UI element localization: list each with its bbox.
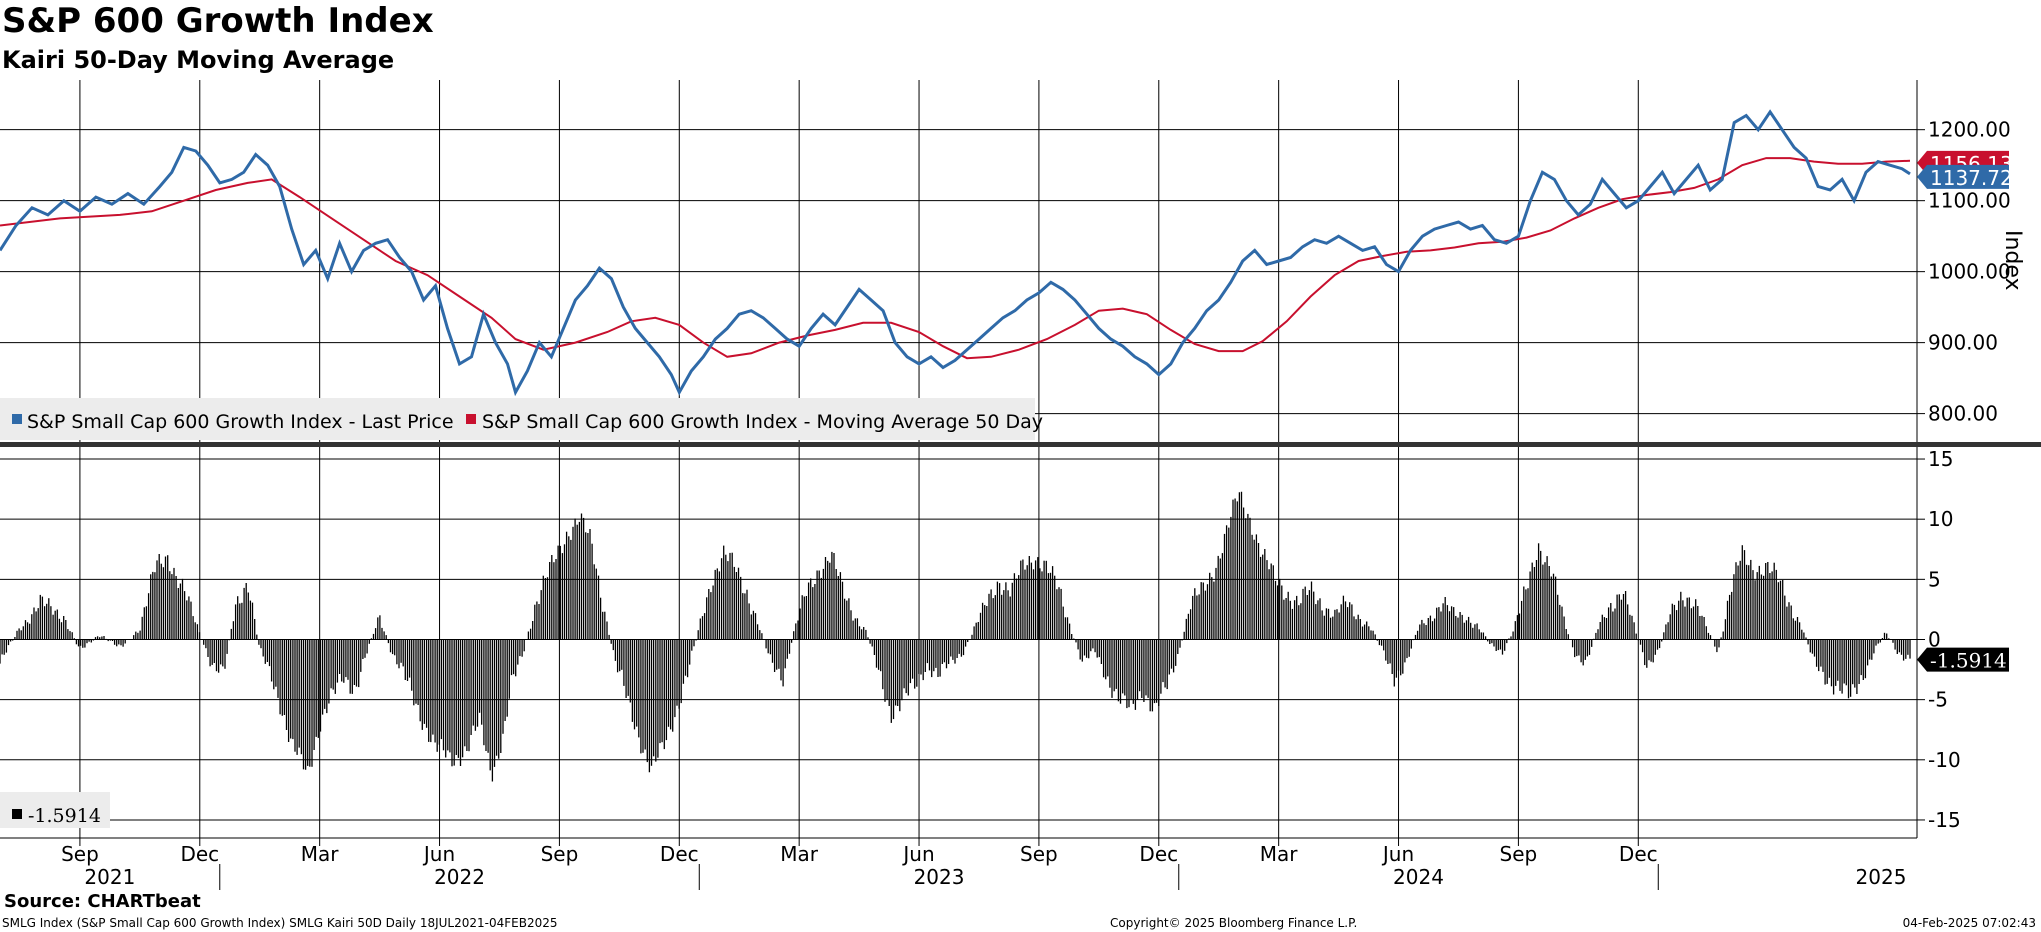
- source-note: Source: CHARTbeat: [4, 891, 201, 912]
- x-tick-label-9: Dec: [1139, 842, 1178, 866]
- kairi-panel-grid: [0, 447, 1917, 838]
- kairi-bars: [0, 491, 1911, 782]
- legend-label-kairi: -1.5914: [28, 805, 101, 827]
- kairi-y-ticks: -15 -10 -5 0 5 10 15: [1917, 447, 1961, 832]
- x-tick-label-8: Sep: [1020, 842, 1058, 866]
- timestamp: 04-Feb-2025 07:02:43: [1903, 916, 2036, 930]
- last-value-tag-1: [1917, 164, 2009, 189]
- last-price-line: [0, 109, 1911, 397]
- kairi-ytick-label-3: 0: [1928, 627, 1941, 651]
- price-ytick-label-4: 1200.00: [1928, 118, 2011, 142]
- price-ytick-label-2: 1000.00: [1928, 260, 2011, 284]
- legend-label-ma: S&P Small Cap 600 Growth Index - Moving …: [482, 411, 1043, 433]
- price-legend-bg: [0, 398, 1035, 440]
- kairi-ytick-label-0: -15: [1928, 808, 1961, 832]
- chart-subtitle: Kairi 50-Day Moving Average: [2, 46, 394, 74]
- x-tick-label-1: Dec: [180, 842, 219, 866]
- panel-divider: [0, 442, 2041, 447]
- last-value-label-2: -1.5914: [1917, 647, 2009, 673]
- price-ytick-label-1: 900.00: [1928, 331, 1998, 355]
- price-y-ticks: 800.00 900.00 1000.00 1100.00 1200.00: [1917, 118, 2011, 426]
- legend-swatch-ma: [466, 414, 476, 424]
- last-value-tag-2: [1917, 647, 2009, 672]
- x-tick-label-11: Jun: [1381, 842, 1414, 866]
- legend-swatch-price: [12, 414, 22, 424]
- x-axis-ticks: Sep Dec Mar Jun Sep Dec Mar Jun Sep Dec Mar Jun Sep D…: [61, 838, 1906, 890]
- kairi-ytick-label-1: -10: [1928, 748, 1961, 772]
- x-tick-label-0: Sep: [61, 842, 99, 866]
- x-year-label-4: 2025: [1856, 865, 1907, 889]
- x-year-label-0: 2021: [84, 865, 135, 889]
- moving-average-line: [0, 157, 1911, 360]
- price-ytick-label-3: 1100.00: [1928, 189, 2011, 213]
- ticker-line: SMLG Index (S&P Small Cap 600 Growth Ind…: [2, 916, 558, 930]
- x-tick-label-4: Sep: [541, 842, 579, 866]
- x-tick-label-3: Jun: [422, 842, 455, 866]
- price-legend: S&P Small Cap 600 Growth Index - Last Pr…: [0, 398, 1043, 440]
- last-value-label-1: 1137.72: [1917, 164, 2013, 190]
- kairi-ytick-label-5: 10: [1928, 507, 1953, 531]
- last-value-text-2: -1.5914: [1930, 649, 2007, 673]
- kairi-ytick-label-6: 15: [1928, 447, 1953, 471]
- legend-swatch-kairi: [12, 809, 22, 819]
- x-year-label-3: 2024: [1393, 865, 1444, 889]
- x-tick-label-13: Dec: [1619, 842, 1658, 866]
- legend-label-price: S&P Small Cap 600 Growth Index - Last Pr…: [27, 411, 454, 433]
- x-year-label-2: 2023: [914, 865, 965, 889]
- x-tick-label-10: Mar: [1260, 842, 1299, 866]
- x-tick-label-12: Sep: [1500, 842, 1538, 866]
- price-panel-grid: [0, 80, 1917, 442]
- x-tick-label-7: Jun: [901, 842, 934, 866]
- x-tick-label-5: Dec: [660, 842, 699, 866]
- x-year-label-1: 2022: [434, 865, 485, 889]
- kairi-ytick-label-4: 5: [1928, 567, 1941, 591]
- chart-title: S&P 600 Growth Index: [2, 1, 434, 41]
- kairi-legend: -1.5914: [0, 792, 110, 828]
- x-tick-label-2: Mar: [301, 842, 340, 866]
- y-axis-label: Index: [2000, 230, 2025, 291]
- copyright: Copyright© 2025 Bloomberg Finance L.P.: [1110, 916, 1357, 930]
- price-ytick-label-0: 800.00: [1928, 402, 1998, 426]
- last-value-text-1: 1137.72: [1930, 166, 2013, 190]
- kairi-ytick-label-2: -5: [1928, 688, 1948, 712]
- x-tick-label-6: Mar: [780, 842, 819, 866]
